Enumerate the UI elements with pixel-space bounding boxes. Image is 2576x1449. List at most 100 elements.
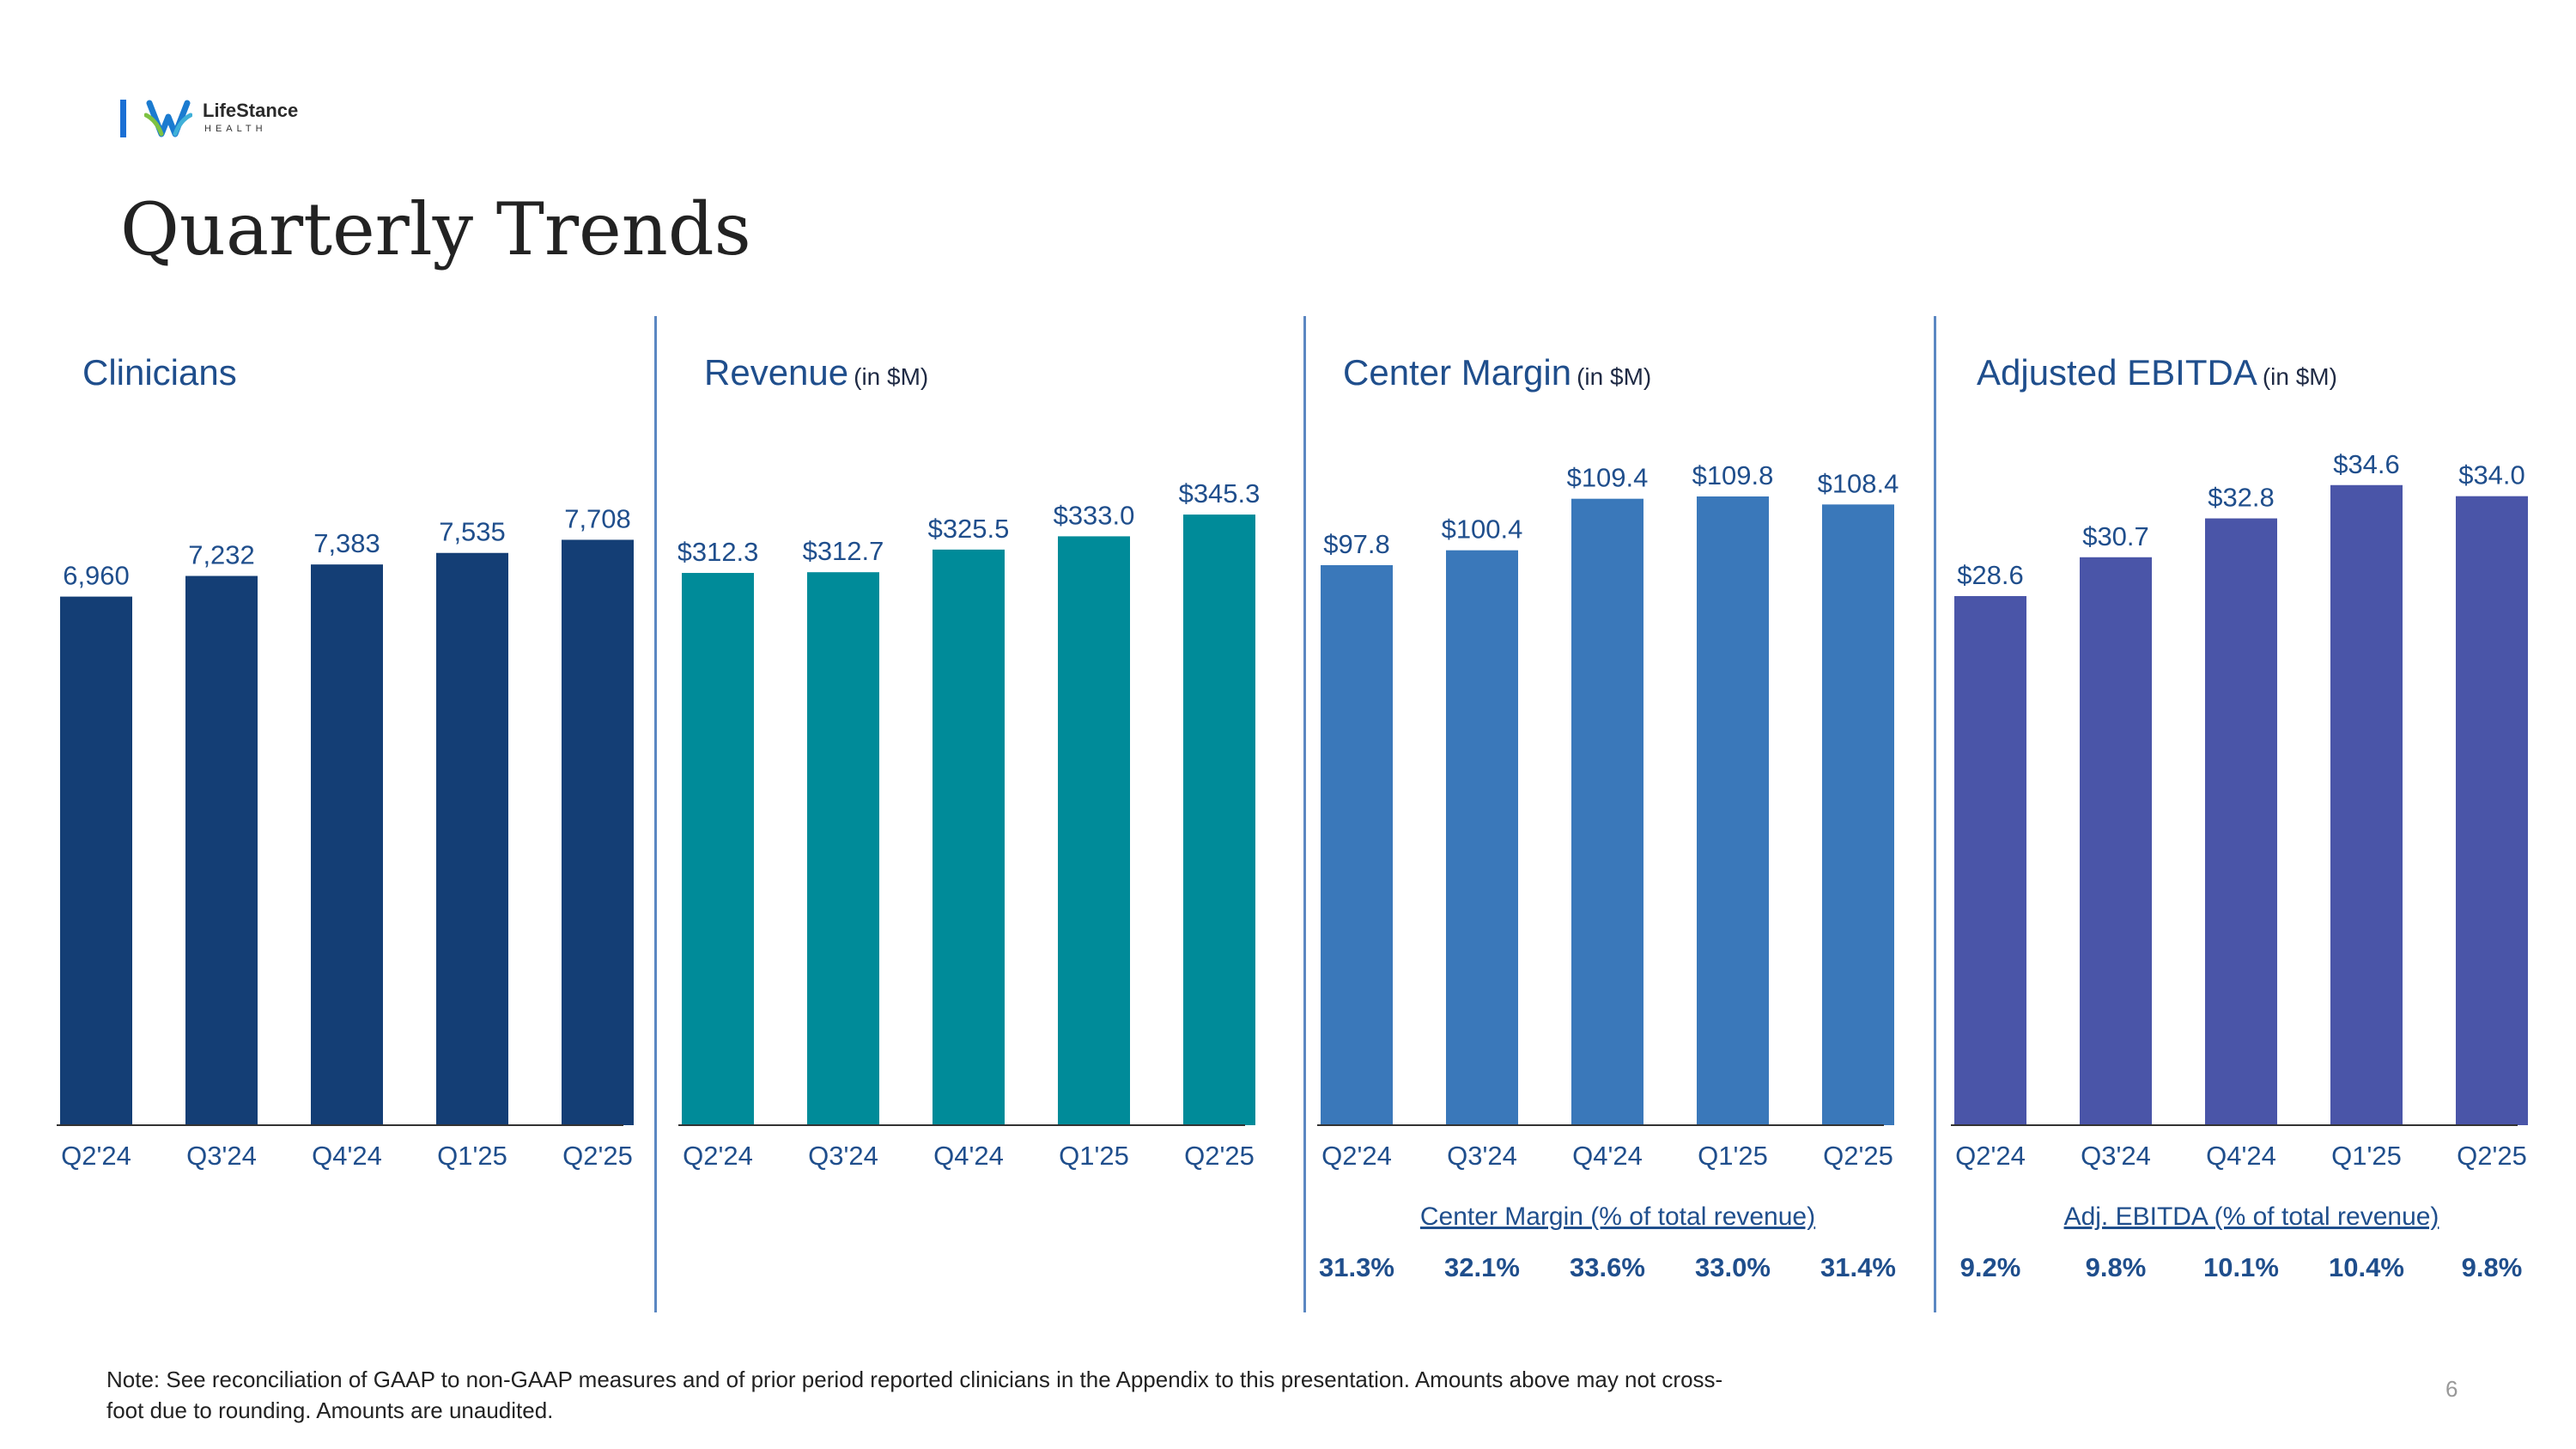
logo-name: LifeStance xyxy=(203,100,299,121)
panel-title: Adjusted EBITDA (in $M) xyxy=(1977,352,2337,393)
chart-unit: (in $M) xyxy=(1577,363,1652,390)
bar xyxy=(2080,557,2152,1125)
data-label: 7,535 xyxy=(439,517,506,547)
bar xyxy=(436,552,508,1125)
panel-divider xyxy=(1303,316,1306,1312)
bar xyxy=(1321,565,1393,1125)
percent-label: 32.1% xyxy=(1444,1252,1520,1282)
data-label: 6,960 xyxy=(63,561,130,591)
data-label: $97.8 xyxy=(1323,529,1390,559)
chart-title: Adjusted EBITDA xyxy=(1977,352,2257,393)
bar xyxy=(311,564,383,1125)
percent-label: 10.1% xyxy=(2203,1252,2279,1282)
bar xyxy=(1822,504,1894,1125)
x-tick-label: Q2'24 xyxy=(1955,1141,2026,1171)
center-margin-panel: Center Margin (in $M) $97.8 Q2'24 $100.4 Q3'… xyxy=(1317,352,1918,1314)
bar xyxy=(1697,496,1769,1125)
bar xyxy=(60,596,132,1125)
adjusted-ebitda-chart: $28.6 Q2'24 $30.7 Q3'24 $32.8 Q4'24 $34.6 Q1'25… xyxy=(1951,449,2528,1171)
x-tick-label: Q2'25 xyxy=(1823,1141,1893,1171)
data-label: $312.3 xyxy=(678,537,758,567)
data-label: $325.5 xyxy=(928,514,1010,544)
bar xyxy=(1571,498,1643,1125)
bar xyxy=(1446,550,1518,1125)
data-label: $34.6 xyxy=(2333,449,2400,479)
percent-label: 33.6% xyxy=(1570,1252,1645,1282)
adjusted-ebitda-panel: Adjusted EBITDA (in $M) $28.6 Q2'24 $30.7 Q3… xyxy=(1951,352,2552,1314)
data-label: 7,383 xyxy=(313,528,380,558)
data-label: $109.8 xyxy=(1692,460,1774,490)
footnote: Note: See reconciliation of GAAP to non-… xyxy=(106,1367,1723,1423)
bar xyxy=(2456,496,2528,1125)
percent-label: 31.3% xyxy=(1319,1252,1394,1282)
percent-label: 9.8% xyxy=(2085,1252,2147,1282)
data-label: $345.3 xyxy=(1179,478,1261,508)
revenue-chart: $312.3 Q2'24 $312.7 Q3'24 $325.5 Q4'24 $333.0 Q… xyxy=(678,478,1261,1171)
percent-label: 9.8% xyxy=(2461,1252,2523,1282)
data-label: $100.4 xyxy=(1442,514,1523,545)
x-tick-label: Q2'24 xyxy=(1321,1141,1392,1171)
x-tick-label: Q2'25 xyxy=(1184,1141,1255,1171)
page-number: 6 xyxy=(2445,1376,2458,1402)
logo-subtitle: HEALTH xyxy=(204,124,267,134)
page-title: Quarterly Trends xyxy=(120,187,751,271)
x-tick-label: Q1'25 xyxy=(1059,1141,1129,1171)
bar xyxy=(185,575,258,1125)
logo-accent-bar xyxy=(120,100,126,137)
bar xyxy=(682,573,754,1125)
chart-title: Center Margin xyxy=(1343,352,1572,393)
panel-title: Clinicians xyxy=(82,352,242,393)
bar xyxy=(1954,596,2026,1125)
company-logo: LifeStance HEALTH xyxy=(120,93,326,144)
data-label: 7,708 xyxy=(564,503,631,533)
panel-divider xyxy=(1934,316,1936,1312)
x-tick-label: Q3'24 xyxy=(186,1141,257,1171)
center-margin-chart: $97.8 Q2'24 $100.4 Q3'24 $109.4 Q4'24 $109.8 Q1… xyxy=(1317,460,1899,1171)
x-tick-label: Q3'24 xyxy=(1447,1141,1517,1171)
percent-label: 31.4% xyxy=(1820,1252,1896,1282)
data-label: 7,232 xyxy=(188,540,255,570)
data-label: $108.4 xyxy=(1818,468,1899,498)
chart-title: Revenue xyxy=(704,352,849,393)
x-tick-label: Q4'24 xyxy=(933,1141,1004,1171)
adj-ebitda-percent-row: 9.2% 9.8% 10.1% 10.4% 9.8% xyxy=(1951,1252,2552,1287)
x-tick-label: Q1'25 xyxy=(437,1141,507,1171)
clinicians-panel: Clinicians 6,960 Q2'24 7,232 Q3'24 7,383 Q4'2… xyxy=(57,352,658,1314)
revenue-panel: Revenue (in $M) $312.3 Q2'24 $312.7 Q3'24 $32… xyxy=(678,352,1279,1314)
bar xyxy=(807,572,879,1125)
x-tick-label: Q3'24 xyxy=(2081,1141,2151,1171)
x-tick-label: Q4'24 xyxy=(2206,1141,2276,1171)
x-tick-label: Q1'25 xyxy=(1698,1141,1768,1171)
x-tick-label: Q4'24 xyxy=(1572,1141,1643,1171)
x-tick-label: Q4'24 xyxy=(312,1141,382,1171)
data-label: $32.8 xyxy=(2208,483,2275,513)
x-tick-label: Q3'24 xyxy=(808,1141,878,1171)
data-label: $333.0 xyxy=(1054,500,1135,530)
chart-title: Clinicians xyxy=(82,352,237,393)
data-label: $109.4 xyxy=(1567,463,1649,493)
bar xyxy=(2330,484,2403,1125)
center-margin-percent-title: Center Margin (% of total revenue) xyxy=(1419,1202,1816,1231)
x-tick-label: Q2'25 xyxy=(2457,1141,2527,1171)
x-tick-label: Q1'25 xyxy=(2331,1141,2402,1171)
data-label: $28.6 xyxy=(1957,560,2024,590)
data-label: $30.7 xyxy=(2082,521,2149,551)
panel-title: Revenue (in $M) xyxy=(704,352,928,393)
center-margin-percent-row: 31.3% 32.1% 33.6% 33.0% 31.4% xyxy=(1317,1252,1918,1287)
percent-label: 33.0% xyxy=(1695,1252,1771,1282)
percent-label: 10.4% xyxy=(2329,1252,2404,1282)
lifestance-logo-icon xyxy=(144,100,192,137)
bar xyxy=(1183,514,1255,1125)
x-tick-label: Q2'24 xyxy=(683,1141,753,1171)
bar xyxy=(1058,536,1130,1125)
x-tick-label: Q2'25 xyxy=(562,1141,633,1171)
data-label: $312.7 xyxy=(803,536,884,566)
clinicians-chart: 6,960 Q2'24 7,232 Q3'24 7,383 Q4'24 7,535 Q1'25… xyxy=(57,503,634,1171)
chart-unit: (in $M) xyxy=(2262,363,2337,390)
chart-unit: (in $M) xyxy=(854,363,929,390)
x-tick-label: Q2'24 xyxy=(61,1141,131,1171)
panel-divider xyxy=(654,316,657,1312)
data-label: $34.0 xyxy=(2458,460,2525,490)
adj-ebitda-percent-title: Adj. EBITDA (% of total revenue) xyxy=(2063,1202,2439,1231)
bar xyxy=(562,539,634,1125)
